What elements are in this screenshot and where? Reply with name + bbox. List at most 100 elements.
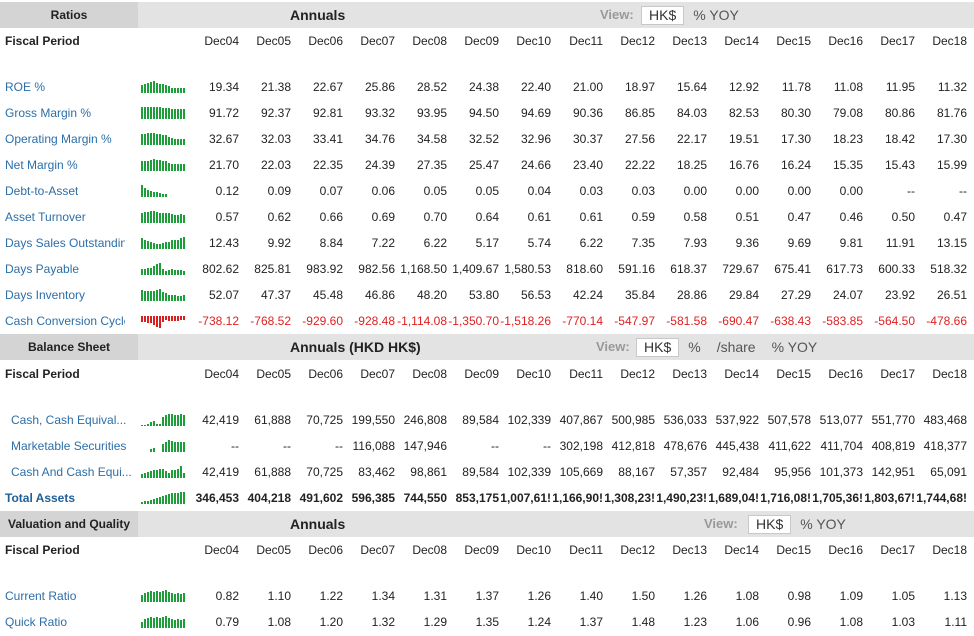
value-cell: 0.00 [787,184,811,198]
value-cell: 7.93 [683,236,707,250]
sparkline-bar [174,594,176,602]
sparkline-bar [147,501,149,504]
sparkline-bar [150,316,152,323]
sparkline-bar [156,134,158,145]
view-option-button[interactable]: HK$ [748,515,792,534]
sparkline-bar [162,444,164,452]
metric-link[interactable]: Net Margin % [5,158,78,172]
sparkline-bar [171,441,173,452]
value-cell: 92,484 [722,465,759,479]
value-cell: 346,453 [195,491,239,505]
value-cell: 93.95 [416,106,447,120]
view-option-button[interactable]: % YOY [686,6,746,25]
metric-link[interactable]: Cash And Cash Equi... [11,465,131,479]
sparkline-bar [162,292,164,301]
value-cell: 16.24 [780,158,811,172]
value-cell: 199,550 [351,413,395,427]
value-cell: 1,689,04! [708,491,759,505]
value-cell: 82.53 [728,106,759,120]
value-cell: 0.61 [527,210,551,224]
value-cell: 147,946 [403,439,447,453]
metric-link[interactable]: Days Inventory [5,288,86,302]
value-cell: 27.29 [780,288,811,302]
view-option-button[interactable]: % YOY [793,515,853,534]
sparkline-bar [159,289,161,301]
sparkline-bar [180,594,182,602]
value-cell: -583.85 [822,314,863,328]
metric-link[interactable]: Quick Ratio [5,615,68,629]
sparkline-bar [147,241,149,249]
value-cell: 0.69 [371,210,395,224]
value-cell: 0.00 [683,184,707,198]
value-cell: 17.30 [936,132,967,146]
sparkline-bar [177,109,179,119]
metric-link[interactable]: Gross Margin % [5,106,92,120]
value-cell: 70,725 [306,465,343,479]
sparkline-chart [141,107,185,119]
view-option-button[interactable]: % YOY [764,338,825,357]
value-cell: 18.23 [832,132,863,146]
metric-link[interactable]: Operating Margin % [5,132,112,146]
value-cell: 0.64 [475,210,499,224]
year-header: Dec09 [464,367,499,381]
view-option-button[interactable]: % [681,338,708,357]
sparkline-bar [159,193,161,197]
value-cell: 591.16 [618,262,655,276]
value-cell: 94.50 [468,106,499,120]
sparkline-bar [141,213,143,223]
metric-link[interactable]: Debt-to-Asset [5,184,79,198]
value-cell: 93.32 [364,106,395,120]
sparkline-bar [168,592,170,602]
sparkline-chart [141,133,185,145]
value-cell: 61,888 [254,413,291,427]
value-cell: 596,385 [351,491,395,505]
sparkline-bar [183,442,185,452]
sparkline-bar [165,242,167,249]
sparkline-bar [147,592,149,602]
sparkline-bar [183,271,185,275]
sparkline-chart [141,159,185,171]
sparkline-bar [162,591,164,602]
sparkline-bar [153,316,155,325]
sparkline-bar [144,316,146,322]
year-header: Dec05 [256,34,291,48]
sparkline-bar [141,107,143,119]
view-option-button[interactable]: HK$ [636,338,680,357]
metric-link[interactable]: ROE % [5,80,46,94]
metric-link[interactable]: Cash, Cash Equival... [11,413,127,427]
metric-link[interactable]: Cash Conversion Cycle [5,314,125,328]
metric-link[interactable]: Asset Turnover [5,210,86,224]
sparkline-bar [147,83,149,93]
value-cell: 0.70 [423,210,447,224]
metric-link[interactable]: Current Ratio [5,589,77,603]
value-cell: 1.50 [631,589,655,603]
value-cell: 0.47 [943,210,967,224]
metric-link[interactable]: Days Payable [5,262,80,276]
value-cell: 0.05 [423,184,447,198]
sparkline-chart [141,466,185,478]
value-cell: 142,951 [871,465,915,479]
value-cell: -770.14 [562,314,603,328]
value-cell: 34.58 [416,132,447,146]
value-cell: 0.03 [631,184,655,198]
metric-link[interactable]: Days Sales Outstanding [5,236,125,250]
value-cell: 15.43 [884,158,915,172]
value-cell: 32.67 [208,132,239,146]
sparkline-bar [168,414,170,426]
value-cell: 507,578 [767,413,811,427]
value-cell: 0.00 [839,184,863,198]
sparkline-bar [153,243,155,249]
metric-link[interactable]: Total Assets [5,491,76,505]
section-header: Balance Sheet Annuals (HKD HK$) View: HK$% /… [0,334,974,360]
sparkline-bar [150,591,152,602]
view-option-button[interactable]: HK$ [641,6,685,25]
view-option-button[interactable]: /share [709,338,763,357]
sparkline-bar [150,133,152,145]
metric-link[interactable]: Marketable Securities [11,439,127,453]
value-cell: 15.99 [936,158,967,172]
table-row: Cash And Cash Equi... 42,419 61,888 70,725 8… [0,459,974,485]
sparkline-bar [174,470,176,478]
sparkline-bar [150,191,152,197]
value-cell: 22.40 [520,80,551,94]
value-cell: 9.81 [839,236,863,250]
